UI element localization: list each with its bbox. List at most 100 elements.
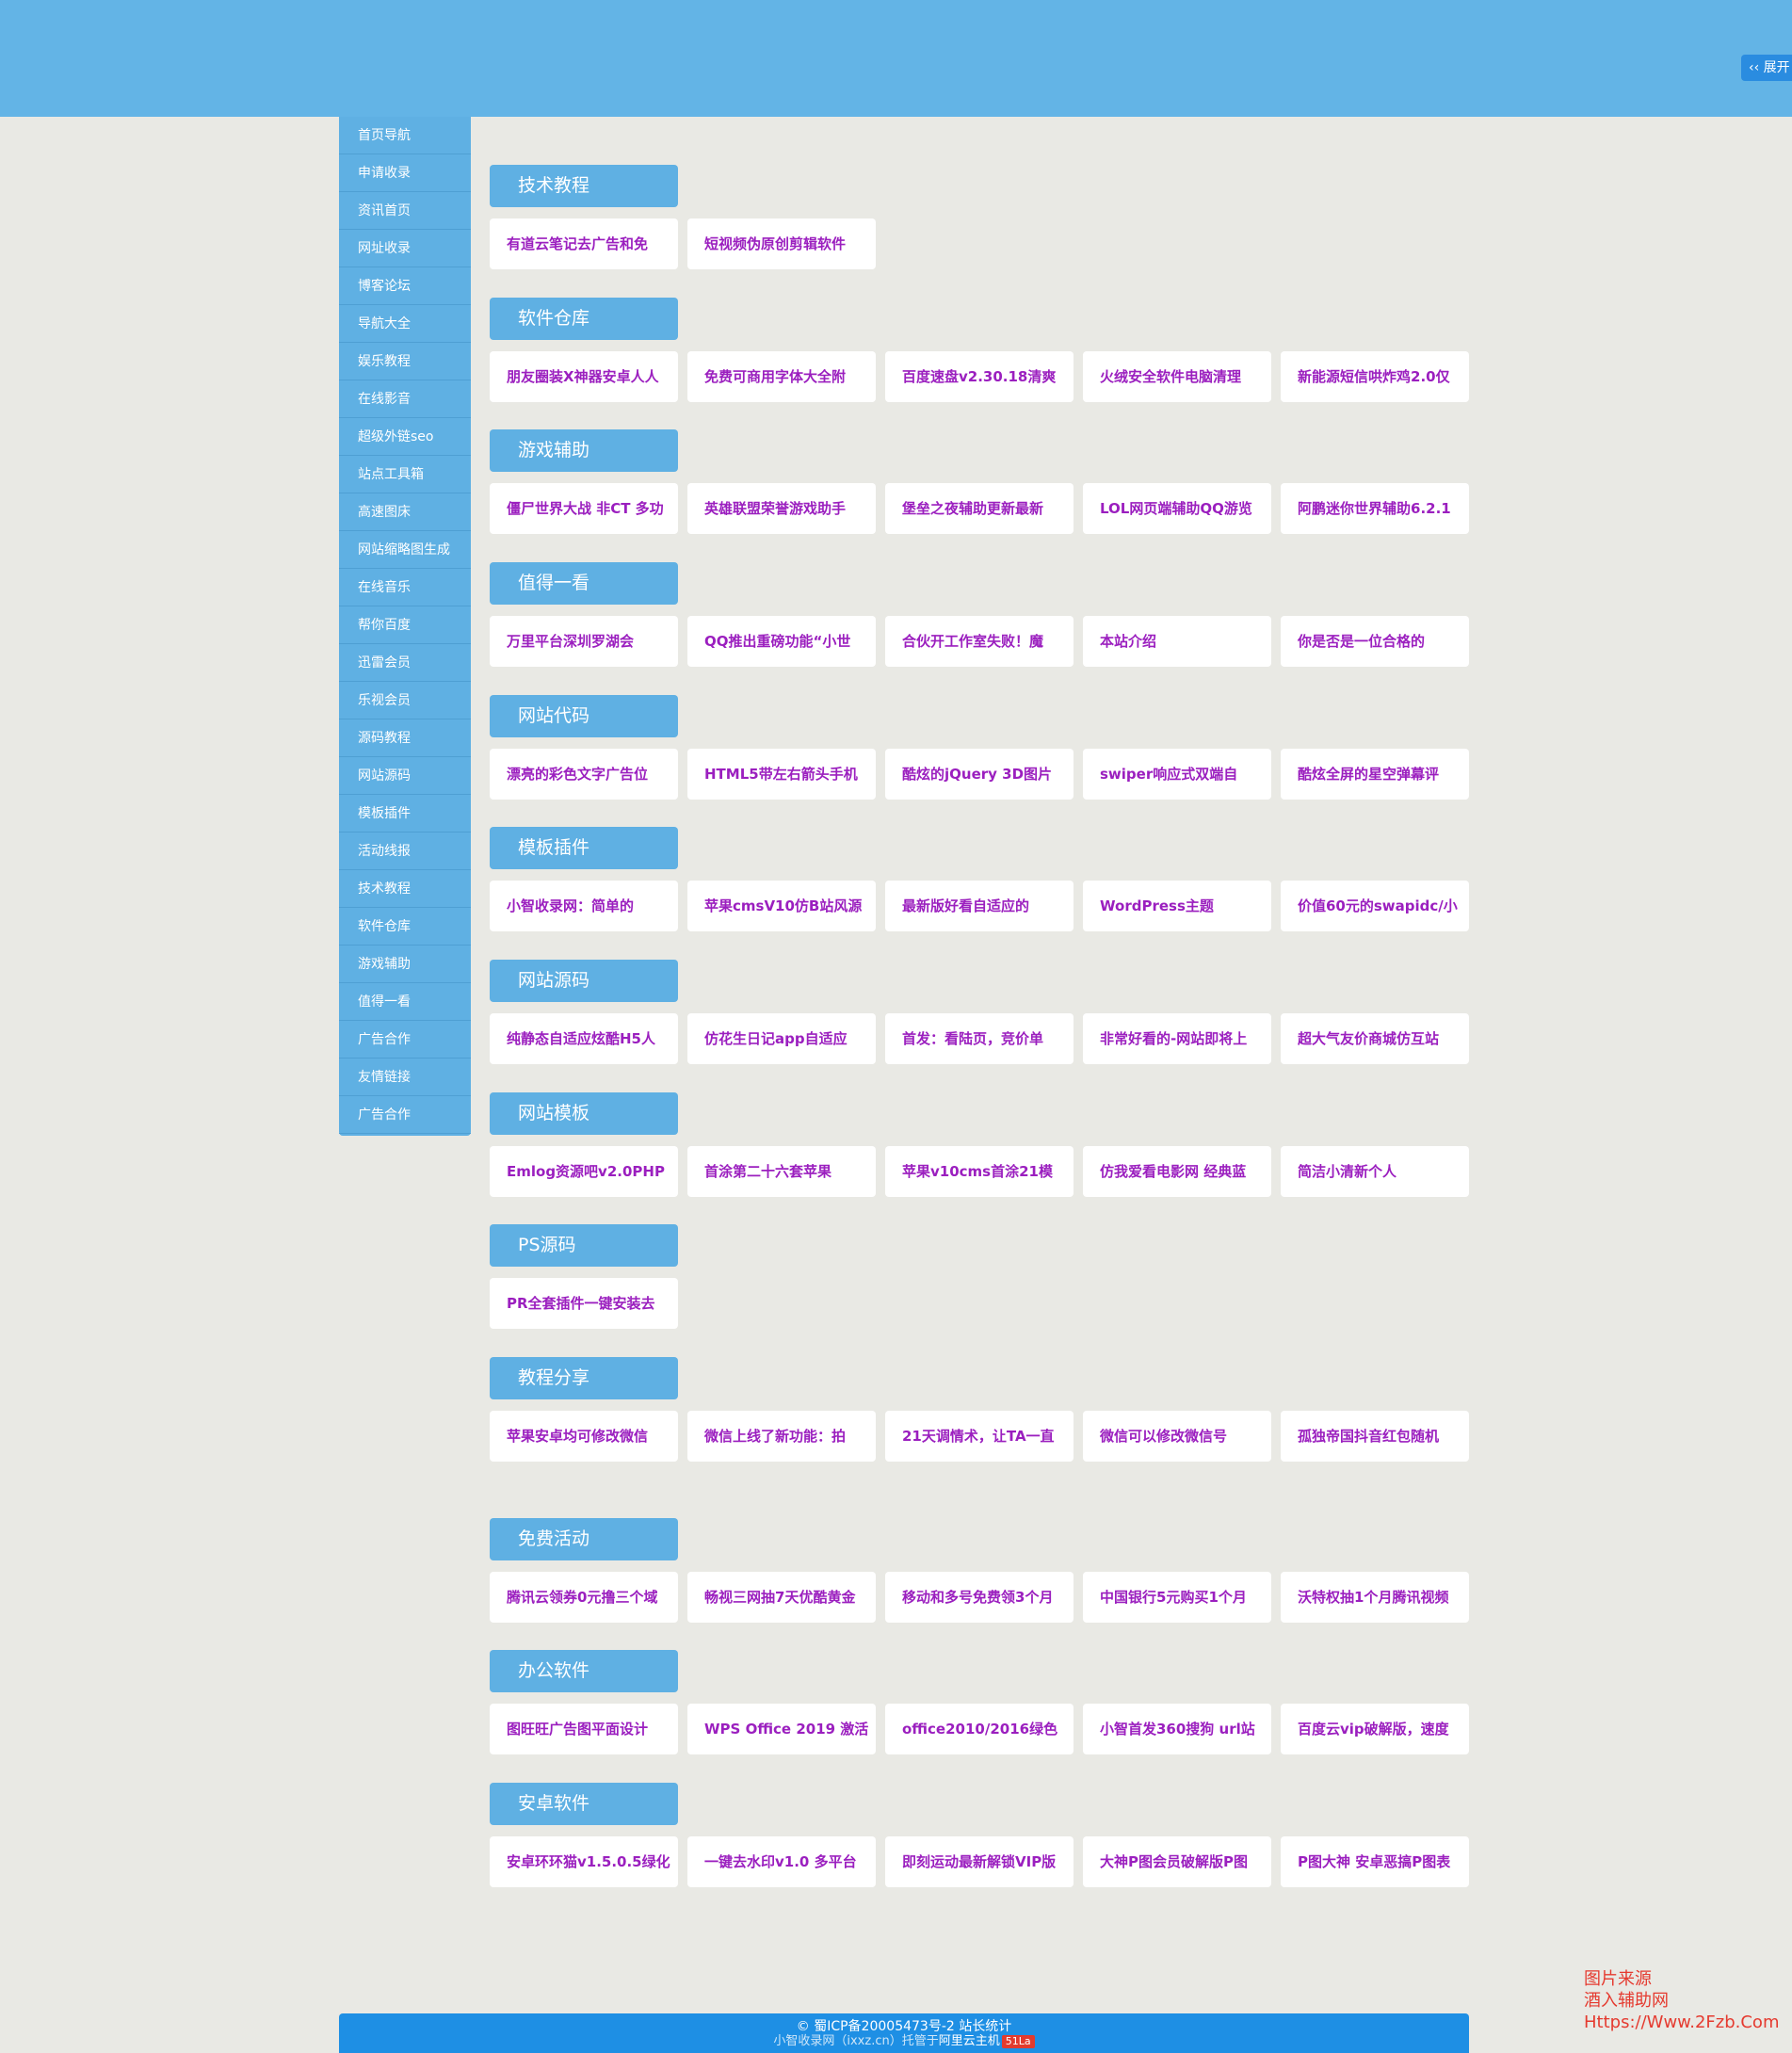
category-section: 值得一看万里平台深圳罗湖会 QQ推出重磅功能“小世 合伙开工作室失败！魔 本站介绍 你是… [490, 562, 1469, 667]
article-link[interactable]: 有道云笔记去广告和免 [490, 218, 678, 269]
article-link[interactable]: 即刻运动最新解锁VIP版 [885, 1836, 1074, 1887]
article-link[interactable]: 超大气友价商城仿互站 [1281, 1013, 1469, 1064]
article-link[interactable]: 合伙开工作室失败！魔 [885, 616, 1074, 667]
article-link[interactable]: 孤独帝国抖音红包随机 [1281, 1411, 1469, 1462]
article-link[interactable]: 小智收录网：简单的 [490, 881, 678, 931]
sidebar-item[interactable]: 在线影音 [339, 380, 471, 418]
article-link[interactable]: 大神P图会员破解版P图 [1083, 1836, 1271, 1887]
category-section: 模板插件 小智收录网：简单的 苹果cmsV10仿B站风源 最新版好看自适应的 WordP… [490, 827, 1469, 931]
article-link[interactable]: 纯静态自适应炫酷H5人 [490, 1013, 678, 1064]
article-link[interactable]: 免费可商用字体大全附 [687, 351, 876, 402]
article-link[interactable]: 仿我爱看电影网 经典蓝 [1083, 1146, 1271, 1197]
sidebar-item[interactable]: 在线音乐 [339, 569, 471, 606]
category-section: 技术教程 有道云笔记去广告和免 短视频伪原创剪辑软件 [490, 165, 1469, 269]
article-link[interactable]: HTML5带左右箭头手机 [687, 749, 876, 800]
link-row: 朋友圈装X神器安卓人人 免费可商用字体大全附 百度速盘v2.30.18清爽 火绒安全软… [490, 351, 1469, 402]
article-link[interactable]: 漂亮的彩色文字广告位 [490, 749, 678, 800]
article-link[interactable]: 新能源短信哄炸鸡2.0仅 [1281, 351, 1469, 402]
article-link[interactable]: 小智首发360搜狗 url站 [1083, 1704, 1271, 1754]
article-link[interactable]: 非常好看的-网站即将上 [1083, 1013, 1271, 1064]
article-link[interactable]: 一键去水印v1.0 多平台 [687, 1836, 876, 1887]
article-link[interactable]: 阿鹏迷你世界辅助6.2.1 [1281, 483, 1469, 534]
article-link[interactable]: 百度速盘v2.30.18清爽 [885, 351, 1074, 402]
sidebar-item[interactable]: 广告合作 [339, 1021, 471, 1059]
article-link[interactable]: 苹果安卓均可修改微信 [490, 1411, 678, 1462]
article-link[interactable]: 僵尸世界大战 非CT 多功 [490, 483, 678, 534]
article-link[interactable]: 沃特权抽1个月腾讯视频 [1281, 1572, 1469, 1623]
article-link[interactable]: 英雄联盟荣誉游戏助手 [687, 483, 876, 534]
link-row: 纯静态自适应炫酷H5人 仿花生日记app自适应 首发：看陆页，竞价单 非常好看的-网站… [490, 1013, 1469, 1064]
article-link[interactable]: swiper响应式双端自 [1083, 749, 1271, 800]
article-link[interactable]: 百度云vip破解版，速度 [1281, 1704, 1469, 1754]
article-link[interactable]: 朋友圈装X神器安卓人人 [490, 351, 678, 402]
sidebar-item[interactable]: 网站缩略图生成 [339, 531, 471, 569]
article-link[interactable]: P图大神 安卓恶搞P图表 [1281, 1836, 1469, 1887]
footer-hosting-prefix: 小智收录网（ixxz.cn）托管于 [773, 2034, 939, 2048]
sidebar-item[interactable]: 迅雷会员 [339, 644, 471, 682]
sidebar-item[interactable]: 模板插件 [339, 795, 471, 833]
sidebar-item[interactable]: 源码教程 [339, 719, 471, 757]
article-link[interactable]: 微信可以修改微信号 [1083, 1411, 1271, 1462]
article-link[interactable]: 安卓环环猫v1.5.0.5绿化 [490, 1836, 678, 1887]
article-link[interactable]: 短视频伪原创剪辑软件 [687, 218, 876, 269]
stats-badge[interactable]: 51La [1001, 2035, 1035, 2048]
sidebar-item[interactable]: 网站源码 [339, 757, 471, 795]
sidebar-item[interactable]: 活动线报 [339, 833, 471, 870]
article-link[interactable]: 本站介绍 [1083, 616, 1271, 667]
article-link[interactable]: 万里平台深圳罗湖会 [490, 616, 678, 667]
sidebar-item[interactable]: 高速图床 [339, 493, 471, 531]
article-link[interactable]: 首涂第二十六套苹果 [687, 1146, 876, 1197]
sidebar-item[interactable]: 娱乐教程 [339, 343, 471, 380]
article-link[interactable]: 酷炫的jQuery 3D图片 [885, 749, 1074, 800]
article-link[interactable]: Emlog资源吧v2.0PHP [490, 1146, 678, 1197]
article-link[interactable]: 简洁小清新个人 [1281, 1146, 1469, 1197]
sidebar-item[interactable]: 申请收录 [339, 154, 471, 192]
article-link[interactable]: WPS Office 2019 激活 [687, 1704, 876, 1754]
sidebar-item[interactable]: 广告合作 [339, 1096, 471, 1134]
article-link[interactable]: PR全套插件一键安装去 [490, 1278, 678, 1329]
article-link[interactable]: QQ推出重磅功能“小世 [687, 616, 876, 667]
article-link[interactable]: 苹果v10cms首涂21模 [885, 1146, 1074, 1197]
sidebar-item[interactable]: 导航大全 [339, 305, 471, 343]
link-row: 万里平台深圳罗湖会 QQ推出重磅功能“小世 合伙开工作室失败！魔 本站介绍 你是否是一位… [490, 616, 1469, 667]
article-link[interactable]: 你是否是一位合格的 [1281, 616, 1469, 667]
article-link[interactable]: WordPress主题 [1083, 881, 1271, 931]
sidebar-item[interactable]: 博客论坛 [339, 267, 471, 305]
sidebar-item[interactable]: 软件仓库 [339, 908, 471, 946]
sidebar-item[interactable]: 技术教程 [339, 870, 471, 908]
article-link[interactable]: 移动和多号免费领3个月 [885, 1572, 1074, 1623]
article-link[interactable]: 堡垒之夜辅助更新最新 [885, 483, 1074, 534]
category-title: 免费活动 [490, 1518, 678, 1560]
sidebar-item[interactable]: 首页导航 [339, 117, 471, 154]
article-link[interactable]: 中国银行5元购买1个月 [1083, 1572, 1271, 1623]
article-link[interactable]: 价值60元的swapidc/小 [1281, 881, 1469, 931]
article-link[interactable]: 酷炫全屏的星空弹幕评 [1281, 749, 1469, 800]
sidebar-item[interactable]: 值得一看 [339, 983, 471, 1021]
article-link[interactable]: LOL网页端辅助QQ游览 [1083, 483, 1271, 534]
article-link[interactable]: 火绒安全软件电脑清理 [1083, 351, 1271, 402]
article-link[interactable]: 图旺旺广告图平面设计 [490, 1704, 678, 1754]
sidebar-item[interactable]: 游戏辅助 [339, 946, 471, 983]
sidebar-item[interactable]: 帮你百度 [339, 606, 471, 644]
footer-copyright[interactable]: © 蜀ICP备20005473号-2 站长统计 [796, 2019, 1012, 2034]
sidebar-item[interactable]: 乐视会员 [339, 682, 471, 719]
category-title: 软件仓库 [490, 298, 678, 340]
category-title: 安卓软件 [490, 1783, 678, 1825]
sidebar-item[interactable]: 超级外链seo [339, 418, 471, 456]
sidebar-item[interactable]: 站点工具箱 [339, 456, 471, 493]
article-link[interactable]: 腾讯云领券0元撸三个域 [490, 1572, 678, 1623]
article-link[interactable]: office2010/2016绿色 [885, 1704, 1074, 1754]
article-link[interactable]: 微信上线了新功能：拍 [687, 1411, 876, 1462]
sidebar-item[interactable]: 友情链接 [339, 1059, 471, 1096]
sidebar-item[interactable]: 网址收录 [339, 230, 471, 267]
article-link[interactable]: 仿花生日记app自适应 [687, 1013, 876, 1064]
sidebar-item[interactable]: 资讯首页 [339, 192, 471, 230]
article-link[interactable]: 21天调情术，让TA一直 [885, 1411, 1074, 1462]
article-link[interactable]: 畅视三网抽7天优酷黄金 [687, 1572, 876, 1623]
footer-host-link[interactable]: 阿里云主机 [938, 2034, 1000, 2048]
category-title: 值得一看 [490, 562, 678, 605]
article-link[interactable]: 首发：看陆页，竞价单 [885, 1013, 1074, 1064]
article-link[interactable]: 最新版好看自适应的 [885, 881, 1074, 931]
expand-button[interactable]: ‹‹ 展开 ‹ [1741, 55, 1792, 81]
article-link[interactable]: 苹果cmsV10仿B站风源 [687, 881, 876, 931]
